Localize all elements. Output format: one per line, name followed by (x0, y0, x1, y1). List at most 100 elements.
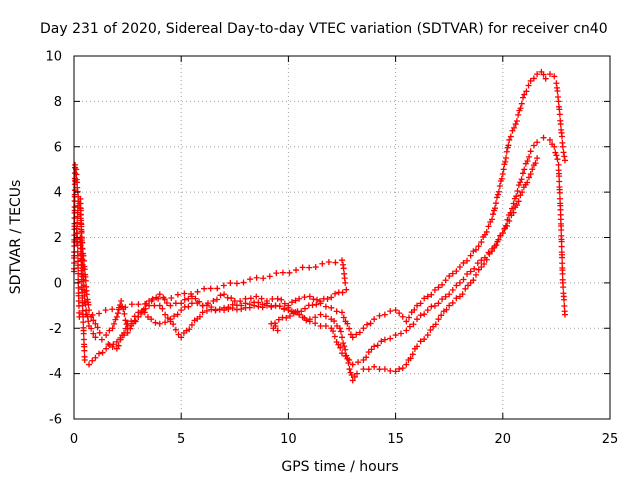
data-point (496, 182, 503, 189)
data-point (376, 312, 383, 319)
data-point (435, 284, 442, 291)
data-point (396, 310, 403, 317)
data-point (273, 270, 280, 277)
data-point (503, 148, 510, 155)
data-point (194, 288, 201, 295)
data-point (511, 124, 518, 131)
data-point (410, 321, 417, 328)
data-point (446, 291, 453, 298)
data-point (122, 304, 129, 311)
data-point (399, 365, 406, 372)
data-point (527, 148, 534, 155)
data-point (540, 71, 547, 78)
data-point (512, 121, 519, 128)
data-point (490, 211, 497, 218)
data-point (464, 271, 471, 278)
data-point (111, 320, 118, 327)
data-point (519, 189, 526, 196)
data-point (185, 295, 192, 302)
data-point (301, 294, 308, 301)
data-point (171, 313, 178, 320)
data-point (269, 295, 276, 302)
data-point (530, 75, 537, 82)
data-point (443, 306, 450, 313)
data-point (344, 320, 351, 327)
data-point (513, 202, 520, 209)
data-point (524, 158, 531, 165)
data-point (296, 295, 303, 302)
data-point (517, 192, 524, 199)
data-point (414, 343, 421, 350)
data-point (435, 300, 442, 307)
data-point (170, 321, 177, 328)
data-point (274, 295, 281, 302)
data-point (148, 316, 155, 323)
data-point (460, 276, 467, 283)
data-point (557, 121, 564, 128)
data-point (278, 296, 285, 303)
data-point (313, 296, 320, 303)
data-point (428, 291, 435, 298)
data-point (340, 314, 347, 321)
x-tick-label: 10 (280, 432, 297, 447)
data-point (255, 303, 262, 310)
data-point (560, 284, 567, 291)
data-point (456, 263, 463, 270)
data-point (74, 252, 81, 259)
data-point (555, 161, 562, 168)
data-point (196, 313, 203, 320)
data-point (81, 347, 88, 354)
data-point (288, 299, 295, 306)
data-point (456, 279, 463, 286)
data-point (421, 336, 428, 343)
data-point (424, 293, 431, 300)
data-point (333, 308, 340, 315)
data-point (336, 325, 343, 332)
data-point (77, 211, 84, 218)
data-point (113, 313, 120, 320)
data-point (127, 325, 134, 332)
data-point (132, 318, 139, 325)
data-point (75, 284, 82, 291)
data-point (417, 338, 424, 345)
data-point (337, 328, 344, 335)
data-point (387, 367, 394, 374)
data-point (272, 322, 279, 329)
data-point (80, 330, 87, 337)
data-point (94, 324, 101, 331)
y-axis-label: SDTVAR / TECUs (8, 180, 24, 295)
data-point (403, 318, 410, 325)
data-point (424, 307, 431, 314)
data-point (453, 282, 460, 289)
x-axis-label: GPS time / hours (281, 459, 398, 475)
data-point (494, 191, 501, 198)
data-point (231, 298, 238, 305)
data-point (181, 290, 188, 297)
data-point (279, 269, 286, 276)
data-point (194, 300, 201, 307)
data-point (146, 302, 153, 309)
data-point (414, 316, 421, 323)
data-point (217, 292, 224, 299)
data-point (475, 266, 482, 273)
x-tick-label: 15 (387, 432, 404, 447)
data-point (510, 200, 517, 207)
data-point (345, 359, 352, 366)
data-point (287, 312, 294, 319)
data-point (495, 236, 502, 243)
data-point (96, 329, 103, 336)
data-point (77, 245, 84, 252)
data-point (449, 286, 456, 293)
data-point (559, 143, 566, 150)
data-point (228, 295, 235, 302)
data-point (371, 316, 378, 323)
data-point (341, 343, 348, 350)
data-point (98, 336, 105, 343)
data-point (322, 303, 329, 310)
data-point (188, 321, 195, 328)
data-point (435, 316, 442, 323)
data-point (342, 279, 349, 286)
data-point (339, 334, 345, 341)
data-point (481, 260, 488, 267)
